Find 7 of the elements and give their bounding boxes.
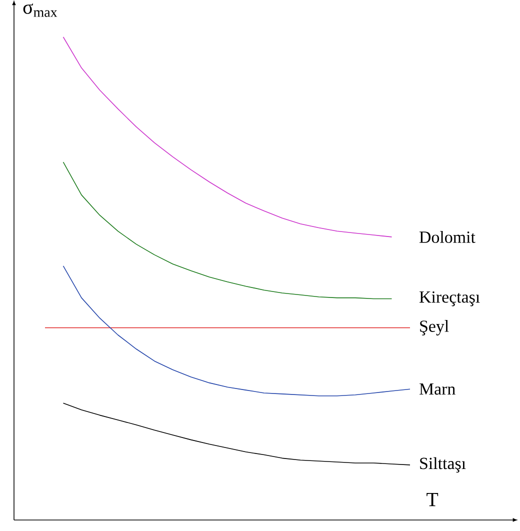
series-label: Kireçtaşı [419,291,480,306]
y-axis-title: σ$_{max}$ [23,4,58,17]
x-axis-title: T [426,493,438,506]
series-label: Şeyl [420,320,449,336]
series-label: Silttaşı [420,457,466,473]
series-label: Marn [419,383,456,395]
series-label: Dolomit [419,230,476,243]
